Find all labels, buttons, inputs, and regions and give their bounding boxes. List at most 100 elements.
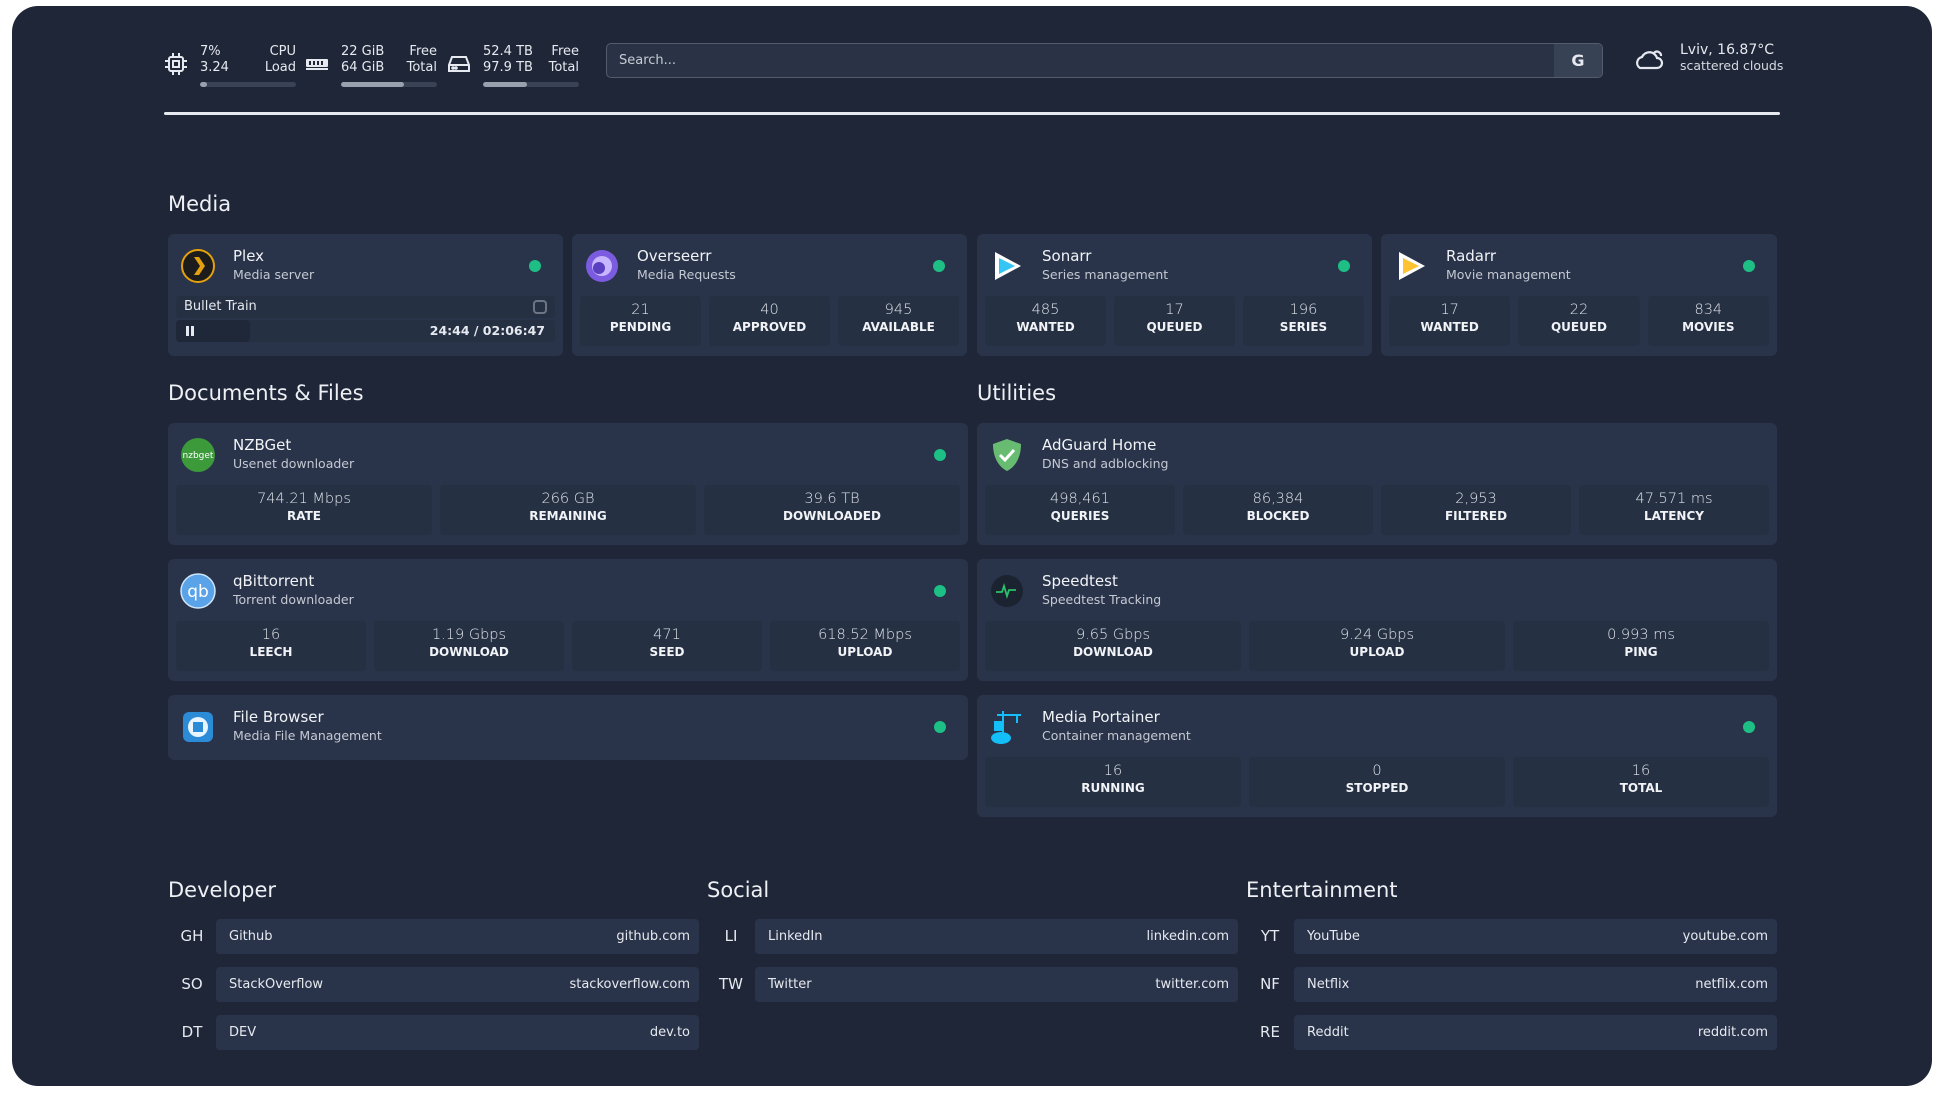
bookmark-abbr: TW [719,975,743,993]
playback-progress-fill [176,320,250,342]
search-input[interactable] [607,44,1554,77]
stat-value: 22 [1569,302,1589,318]
service-card-qbittorrent[interactable]: qb qBittorrent Torrent downloader 16 LEEC… [168,559,968,681]
weather-widget: Lviv, 16.87°C scattered clouds [1632,42,1783,73]
weather-location: Lviv, 16.87°C [1680,42,1775,58]
bookmark-name: Twitter [768,977,812,992]
service-description: Media File Management [233,728,382,743]
bookmark-name: StackOverflow [229,977,324,992]
cpu-icon [165,53,187,75]
service-card-sonarr[interactable]: Sonarr Series management 485 WANTED 17 QUEU… [977,234,1372,356]
status-dot [1338,260,1350,272]
cpu-bar-fill [200,82,207,87]
service-name: AdGuard Home [1042,436,1157,454]
stat-value: 834 [1694,302,1723,318]
stat-value: 2,953 [1455,491,1497,507]
bookmark-link[interactable]: LinkedIn linkedin.com [755,919,1238,954]
bookmark-link[interactable]: Twitter twitter.com [755,967,1238,1002]
bookmark-abbr: SO [181,975,203,993]
stat-block: 471 SEED [572,621,762,671]
stat-label: LATENCY [1644,509,1704,523]
stat-label: UPLOAD [1349,645,1405,659]
stat-label: WANTED [1016,320,1075,334]
memory-free: 22 GiB [341,44,385,59]
service-name: Radarr [1446,247,1497,265]
stat-value: 39.6 TB [804,491,860,507]
stat-block: 1.19 Gbps DOWNLOAD [374,621,564,671]
bookmark-twitter[interactable]: TW Twitter twitter.com [707,967,1238,1002]
service-name: NZBGet [233,436,292,454]
service-name: Plex [233,247,265,265]
stat-block: 16 RUNNING [985,757,1241,807]
bookmark-abbr: LI [724,927,738,945]
stat-block: 17 WANTED [1389,296,1511,346]
search-provider-button[interactable]: G [1554,44,1602,77]
service-card-portainer[interactable]: Media Portainer Container management 16 R… [977,695,1777,817]
stat-value: 17 [1440,302,1459,318]
stat-block: 86,384 BLOCKED [1183,485,1373,535]
service-card-filebrowser[interactable]: File Browser Media File Management [168,695,968,760]
service-card-nzbget[interactable]: nzbget NZBGet Usenet downloader 744.21 M… [168,423,968,545]
section-title-documents: Documents & Files [168,381,364,405]
stat-label: APPROVED [732,320,807,334]
service-name: Media Portainer [1042,708,1160,726]
pause-icon[interactable] [186,326,194,336]
bookmark-name: LinkedIn [768,929,823,944]
stat-value: 1.19 Gbps [431,627,507,643]
bookmark-link[interactable]: StackOverflow stackoverflow.com [216,967,699,1002]
bookmark-stackoverflow[interactable]: SO StackOverflow stackoverflow.com [168,967,699,1002]
bookmark-youtube[interactable]: YT YouTube youtube.com [1246,919,1777,954]
bookmark-reddit[interactable]: RE Reddit reddit.com [1246,1015,1777,1050]
service-card-adguard[interactable]: AdGuard Home DNS and adblocking 498,461 Q… [977,423,1777,545]
stat-block: 498,461 QUERIES [985,485,1175,535]
stat-block: 266 GB REMAINING [440,485,696,535]
stat-value: 0.993 ms [1607,627,1675,643]
stat-value: 86,384 [1252,491,1304,507]
cpu-label: CPU [269,44,296,59]
bookmark-netflix[interactable]: NF Netflix netflix.com [1246,967,1777,1002]
bookmark-link[interactable]: YouTube youtube.com [1294,919,1777,954]
stat-label: DOWNLOAD [1073,645,1153,659]
bookmark-abbr: RE [1260,1023,1280,1041]
stat-label: LEECH [249,645,293,659]
disk-icon [448,56,470,72]
radarr-icon [1399,252,1425,280]
bookmark-link[interactable]: Github github.com [216,919,699,954]
now-playing-title: Bullet Train [184,299,257,314]
bookmark-link[interactable]: Netflix netflix.com [1294,967,1777,1002]
service-card-speedtest[interactable]: Speedtest Speedtest Tracking 9.65 Gbps DO… [977,559,1777,681]
nzbget-icon: nzbget [181,438,215,472]
stat-value: 266 GB [541,491,595,507]
dashboard: 7% CPU 3.24 Load 22 GiB Free 64 GiB Total 52.4… [12,6,1932,1086]
bookmark-linkedin[interactable]: LI LinkedIn linkedin.com [707,919,1238,954]
service-name: Speedtest [1042,572,1118,590]
stat-value: 744.21 Mbps [257,491,351,507]
bookmark-link[interactable]: Reddit reddit.com [1294,1015,1777,1050]
stat-label: MOVIES [1682,320,1735,334]
bookmark-link[interactable]: DEV dev.to [216,1015,699,1050]
free-label: Free [409,44,437,59]
stat-label: SERIES [1279,320,1328,334]
stat-value: 618.52 Mbps [818,627,912,643]
service-description: Usenet downloader [233,456,355,471]
stat-value: 16 [1103,763,1123,779]
stat-label: FILTERED [1444,509,1508,523]
bookmark-url: netflix.com [1695,977,1768,992]
bookmark-github[interactable]: GH Github github.com [168,919,699,954]
service-card-radarr[interactable]: Radarr Movie management 17 WANTED 22 QUEUED… [1381,234,1777,356]
bookmark-url: reddit.com [1697,1025,1768,1040]
search-box: G [606,43,1603,78]
service-card-overseerr[interactable]: Overseerr Media Requests 21 PENDING 40 APPR… [572,234,967,356]
bookmark-dev[interactable]: DT DEV dev.to [168,1015,699,1050]
stat-value: 21 [631,302,650,318]
portainer-icon [991,711,1021,744]
service-stats: 9.65 Gbps DOWNLOAD 9.24 Gbps UPLOAD 0.993 ms… [985,621,1769,671]
service-name: File Browser [233,708,324,726]
service-card-plex[interactable]: Plex Media server Bullet Train 24:44 / 0… [168,234,563,356]
stat-block: 9.24 Gbps UPLOAD [1249,621,1505,671]
memory-widget: 22 GiB Free 64 GiB Total [305,40,445,90]
memory-bar [341,82,437,87]
stat-value: 485 [1031,302,1060,318]
stat-block: 2,953 FILTERED [1381,485,1571,535]
stat-value: 40 [760,302,779,318]
